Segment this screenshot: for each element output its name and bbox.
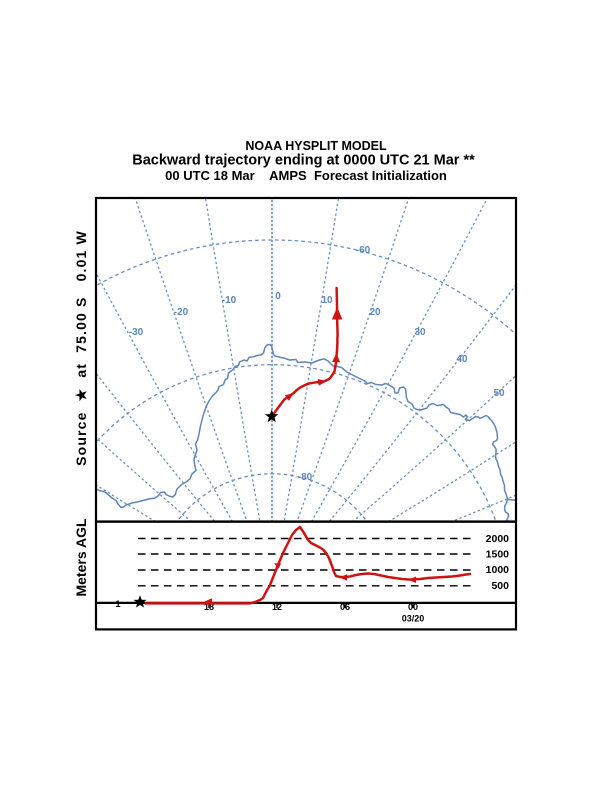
svg-text:12: 12 — [272, 602, 282, 612]
svg-text:NOAA HYSPLIT MODEL: NOAA HYSPLIT MODEL — [245, 139, 387, 153]
svg-text:00: 00 — [408, 602, 418, 612]
svg-text:40: 40 — [456, 354, 468, 365]
svg-text:00 UTC 18 Mar AMPS Forecas: 00 UTC 18 Mar AMPS Forecast Initializati… — [165, 168, 447, 183]
svg-text:Source ★ at 75.00 S 0.01: Source ★ at 75.00 S 0.01 W — [73, 230, 89, 466]
svg-text:1000: 1000 — [486, 564, 510, 576]
svg-text:Meters AGL: Meters AGL — [73, 518, 89, 597]
svg-text:Backward trajectory ending at: Backward trajectory ending at 0000 UTC 2… — [132, 153, 475, 169]
svg-text:20: 20 — [369, 307, 381, 318]
svg-text:-20: -20 — [174, 307, 189, 318]
svg-text:-10: -10 — [222, 295, 237, 306]
svg-text:03/20: 03/20 — [402, 614, 425, 624]
svg-text:50: 50 — [493, 388, 505, 399]
svg-text:2000: 2000 — [486, 533, 510, 545]
svg-text:30: 30 — [414, 327, 426, 338]
svg-text:18: 18 — [204, 602, 214, 612]
svg-text:-60: -60 — [356, 245, 371, 256]
svg-text:-80: -80 — [298, 472, 313, 483]
svg-text:10: 10 — [321, 295, 333, 306]
svg-text:0: 0 — [275, 291, 281, 302]
svg-text:-30: -30 — [129, 327, 144, 338]
svg-text:500: 500 — [491, 580, 509, 592]
svg-text:1: 1 — [115, 599, 120, 609]
svg-text:1500: 1500 — [486, 549, 510, 561]
svg-text:06: 06 — [340, 602, 350, 612]
